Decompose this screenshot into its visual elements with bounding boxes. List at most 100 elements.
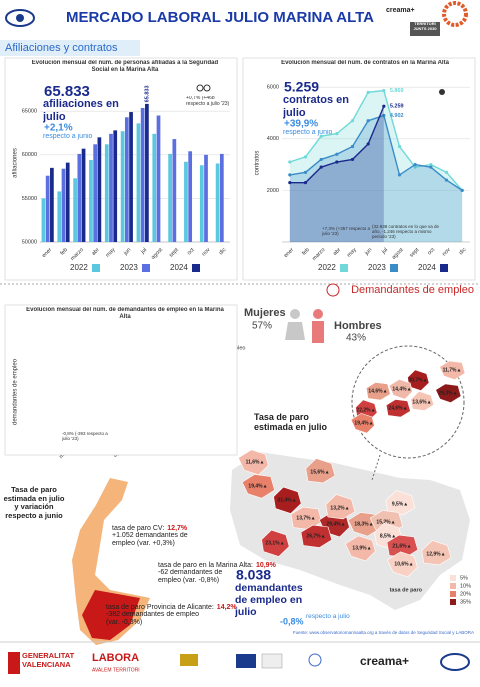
marker [335,160,339,164]
map-legend-label: 20% [460,591,471,597]
bar [219,153,224,242]
map-region [325,494,356,520]
marker [397,144,402,149]
marker [350,157,355,162]
summary-detail-box: -382 demandantes de empleo (var. -0,3%) [106,611,199,626]
labora-sub: AVALEM TERRITORI [92,667,140,673]
marker [366,119,370,123]
marker [444,170,449,174]
x-tick-label: nov [201,247,212,258]
kpi-change: -0,8% [280,616,304,626]
kpi-label: demandantes de empleo en julio [235,582,303,618]
bar [172,139,177,242]
region-label: 12,9%▲ [426,551,445,557]
map-region [385,399,411,418]
marker [382,88,386,93]
icon-woman [285,322,305,340]
bar [113,130,118,242]
logo-eye [5,9,35,27]
icon-people [203,84,211,92]
area [289,115,463,242]
map-region [261,529,290,557]
region-label: 18,3%▲ [354,521,373,527]
bar [93,144,98,242]
bar [215,163,220,242]
bar [97,137,102,242]
bar [140,107,145,242]
region-label: 10,6%▲ [394,561,413,567]
map-title: Tasa de paro estimada en julio [254,412,328,433]
value-label: 4.902 [390,113,404,119]
bar [145,103,149,242]
kpi-label: contratos en julio [283,94,350,119]
marker [319,165,323,169]
bar [50,167,54,242]
map-region [387,551,418,578]
summary-label-text: tasa de paro CV: [112,525,164,532]
region-label: 19,4%▲ [354,420,373,426]
region-label: 31,4%▲ [277,497,296,503]
bar [81,148,86,242]
bar [188,151,193,242]
region-label: 26,7%▲ [306,533,325,539]
marker [413,165,417,169]
bar [109,133,113,242]
page-title: MERCADO LABORAL JULIO MARINA ALTA [66,9,374,26]
summary-label-text: tasa de paro Provincia de Alicante: [106,604,214,611]
summary-title: Tasa de paro estimada en julio y variaci… [3,486,65,520]
x-tick-label: feb [301,247,311,257]
icon-woman [290,309,300,319]
y-tick-label: 60000 [22,152,37,158]
map-region [439,360,466,380]
value-label: 65.833 [145,85,151,102]
sepe-logo [236,654,256,668]
ministry-logo [180,654,198,666]
marker [429,165,433,169]
panel [4,304,238,456]
men-label: Hombres [334,320,382,332]
region-label: 24,6%▲ [388,405,407,411]
map-legend-label: 35% [460,599,471,605]
map-region [385,490,416,516]
logo-pupil [16,14,24,22]
map-region [365,382,391,401]
icon-man [312,321,324,343]
summary-rate: 14,2% [217,604,238,611]
x-tick-label: nov [441,247,452,258]
marker [303,170,308,174]
summary-rate: 10,9% [256,562,277,569]
annotation: (32.938 contratos en lo que va de año, -… [372,224,440,240]
map-region [305,458,336,484]
bar [65,162,70,242]
bar [57,191,62,242]
region-label: 15,2%▲ [376,519,395,525]
chart-title: Evolución mensual del núm. de contratos … [281,60,449,66]
region-label: 23,1%▲ [265,540,284,546]
bar [156,115,161,242]
map-region [300,524,333,548]
y-axis-label: contratos [255,151,261,176]
bar [104,144,109,242]
gva-logo [8,652,20,674]
marker [319,134,323,138]
marker [288,160,292,164]
legend-swatch [92,264,100,272]
panel [242,57,476,281]
icon-seeker [326,283,340,297]
bar [152,133,157,242]
summary-label: tasa de paro Provincia de Alicante: 14,2% [106,604,237,611]
partner-logo [308,653,322,667]
value-label: 5.259 [390,104,404,110]
y-axis-label: afiliaciones [13,148,19,178]
marker [382,113,386,118]
marker [366,90,370,94]
region-label: 8,5%▲ [380,533,396,539]
legend-swatch [142,264,150,272]
x-tick-label: jul [380,247,389,256]
map-legend-swatch [450,575,456,581]
summary-label-text: tasa de paro en la Marina Alta: [158,562,253,569]
map-region [407,369,430,391]
map-region [410,391,435,411]
y-tick-label: 6000 [267,85,279,91]
